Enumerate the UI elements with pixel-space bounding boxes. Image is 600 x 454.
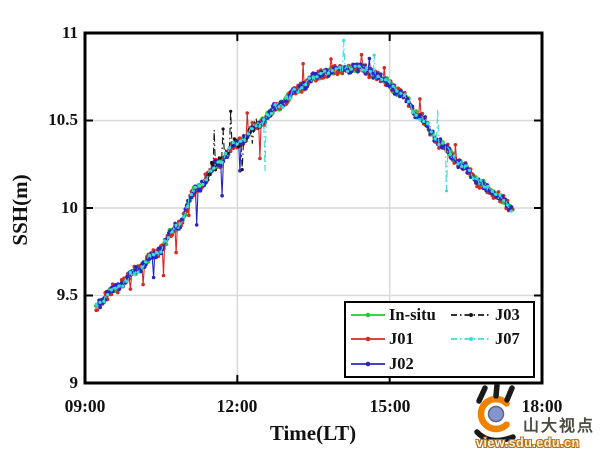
legend-item-insitu: In-situ [350, 305, 450, 325]
y-axis-label: SSH(m) [8, 174, 32, 246]
legend-item-j07: J07 [450, 329, 534, 349]
ytick-11: 11 [61, 23, 78, 42]
gridlines [85, 33, 542, 383]
legend-item-j02: J02 [350, 354, 450, 374]
x-axis-label: Time(LT) [269, 421, 357, 445]
legend-label-j07: J07 [495, 329, 520, 349]
legend: In-situ J01 J02 J03 J07 [344, 301, 535, 378]
data-series [94, 38, 515, 313]
legend-item-j01: J01 [350, 329, 450, 349]
legend-label-j01: J01 [389, 329, 414, 349]
ytick-10: 10 [61, 198, 78, 217]
legend-sample-insitu [351, 312, 385, 318]
legend-label-j02: J02 [389, 353, 414, 373]
ytick-9-5: 9.5 [56, 285, 78, 304]
xtick-1200: 12:00 [216, 396, 258, 416]
series-J07 [94, 38, 513, 310]
legend-sample-j01 [351, 337, 385, 342]
series-In-situ [94, 62, 515, 308]
legend-sample-j07 [451, 337, 491, 342]
legend-label-j03: J03 [495, 305, 520, 325]
series-J02 [95, 56, 514, 310]
ytick-9: 9 [69, 373, 79, 392]
xtick-1500: 15:00 [369, 396, 411, 416]
ytick-10-5: 10.5 [48, 110, 78, 129]
series-J01 [94, 52, 515, 313]
plot-border [83, 31, 544, 385]
legend-label-insitu: In-situ [389, 305, 436, 325]
xtick-1800: 18:00 [521, 396, 563, 416]
xtick-0900: 09:00 [64, 396, 106, 416]
legend-sample-j02 [351, 361, 385, 367]
legend-item-j03: J03 [450, 305, 534, 325]
legend-sample-j03 [451, 313, 491, 318]
